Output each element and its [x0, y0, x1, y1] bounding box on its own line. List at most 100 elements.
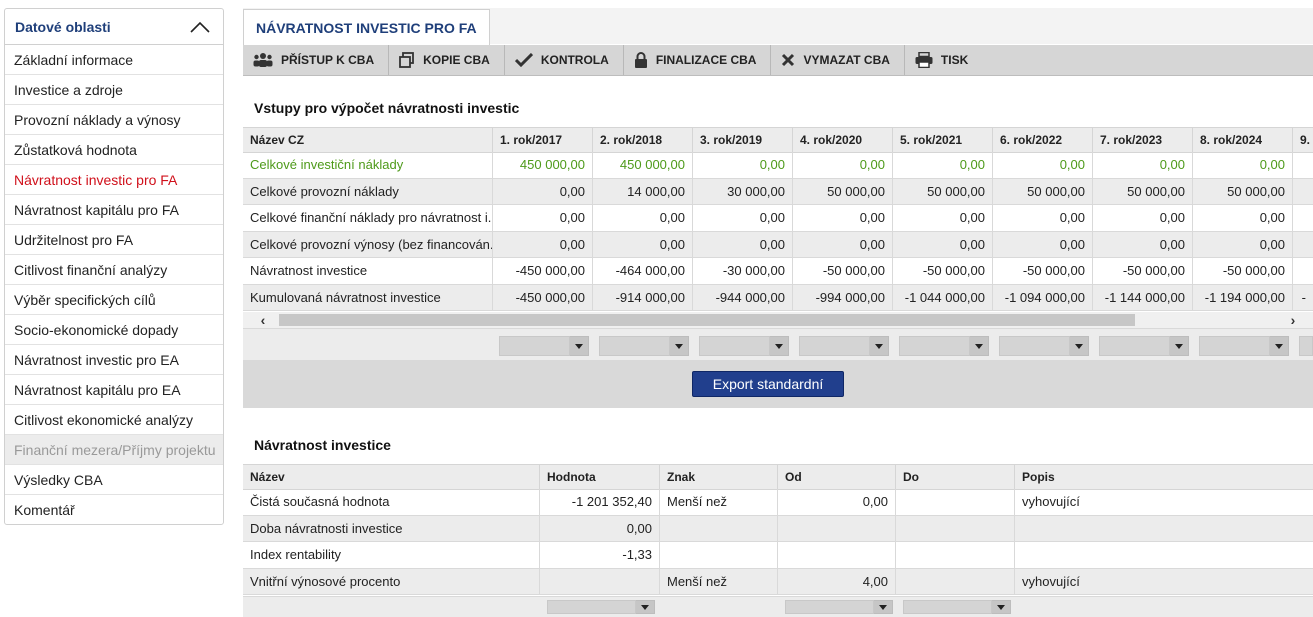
column-header[interactable]: Název CZ [243, 128, 493, 152]
printer-icon [915, 52, 933, 68]
dropdown-arrow-icon[interactable] [1070, 336, 1089, 356]
column-header[interactable]: 9. [1300, 133, 1311, 147]
returns-sign-cell: Menší než [660, 568, 778, 594]
column-header[interactable]: 4. rok/2020 [793, 128, 893, 152]
value-cell: -50 000,00 [793, 258, 893, 284]
tab-bar: NÁVRATNOST INVESTIC PRO FA [243, 8, 1313, 45]
sidebar-item-vysledky-cba[interactable]: Výsledky CBA [5, 465, 223, 495]
dropdown-arrow-icon[interactable] [570, 336, 589, 356]
column-header[interactable]: 2. rok/2018 [593, 128, 693, 152]
inputs-table-row[interactable]: Celkové investiční náklady 450 000,00 450 … [243, 152, 1313, 179]
sidebar-item-investice-a-zdroje[interactable]: Investice a zdroje [5, 75, 223, 105]
column-filter[interactable] [499, 336, 589, 356]
column-header[interactable]: Do [896, 465, 1015, 489]
inputs-table-row[interactable]: Návratnost investice -450 000,00 -464 000,… [243, 258, 1313, 285]
value-cell: 0,00 [693, 205, 793, 231]
copy-cba-button[interactable]: KOPIE CBA [389, 45, 505, 75]
sidebar-item-socio-ekonomicke[interactable]: Socio-ekonomické dopady [5, 315, 223, 345]
column-header[interactable]: Znak [660, 465, 778, 489]
dropdown-arrow-icon[interactable] [970, 336, 989, 356]
dropdown-arrow-icon[interactable] [670, 336, 689, 356]
check-button[interactable]: KONTROLA [505, 45, 624, 75]
toolbar: PŘÍSTUP K CBA KOPIE CBA KONTROLA FINALIZ… [243, 45, 1313, 76]
column-header[interactable]: Hodnota [540, 465, 660, 489]
sidebar-item-zakladni-informace[interactable]: Základní informace [5, 45, 223, 75]
column-filter[interactable] [999, 336, 1089, 356]
returns-table-row[interactable]: Čistá současná hodnota -1 201 352,40 Menší… [243, 489, 1313, 516]
sidebar-item-udrzitelnost-fa[interactable]: Udržitelnost pro FA [5, 225, 223, 255]
horizontal-scrollbar[interactable]: ‹ › [243, 312, 1313, 328]
inputs-table-row[interactable]: Kumulovaná návratnost investice -450 000,… [243, 284, 1313, 311]
column-header[interactable]: 7. rok/2023 [1093, 128, 1193, 152]
column-header[interactable]: 8. rok/2024 [1193, 128, 1293, 152]
returns-table-row[interactable]: Doba návratnosti investice 0,00 [243, 515, 1313, 542]
sidebar-item-navratnost-kapitalu-fa[interactable]: Návratnost kapitálu pro FA [5, 195, 223, 225]
column-filter[interactable] [903, 600, 1011, 614]
column-filter[interactable] [599, 336, 689, 356]
column-header[interactable]: Od [778, 465, 896, 489]
returns-name-cell: Index rentability [243, 542, 540, 568]
returns-table-row[interactable]: Index rentability -1,33 [243, 542, 1313, 569]
column-header[interactable]: Popis [1022, 470, 1055, 484]
sidebar-item-komentar[interactable]: Komentář [14, 501, 75, 518]
print-button[interactable]: TISK [905, 45, 982, 75]
value-cell: -50 000,00 [893, 258, 993, 284]
column-filter[interactable] [799, 336, 889, 356]
sidebar-item-financni-mezera: Finanční mezera/Příjmy projektu [5, 435, 223, 465]
returns-to-cell [896, 515, 1015, 541]
sidebar-header[interactable]: Datové oblasti [5, 9, 223, 45]
column-header[interactable]: Název [243, 465, 540, 489]
scrollbar-thumb[interactable] [279, 314, 1135, 326]
sidebar-item-citlivost-financni[interactable]: Citlivost finanční analýzy [5, 255, 223, 285]
dropdown-arrow-icon[interactable] [992, 600, 1011, 614]
returns-to-cell [896, 568, 1015, 594]
column-filter[interactable] [547, 600, 655, 614]
column-header[interactable]: 5. rok/2021 [893, 128, 993, 152]
column-header[interactable]: 3. rok/2019 [693, 128, 793, 152]
value-cell: 0,00 [793, 205, 893, 231]
column-filter[interactable] [1299, 336, 1313, 356]
finalize-cba-button[interactable]: FINALIZACE CBA [624, 45, 772, 75]
dropdown-arrow-icon[interactable] [1170, 336, 1189, 356]
returns-table-row[interactable]: Vnitřní výnosové procento Menší než 4,00 vy… [243, 568, 1313, 595]
export-standard-button[interactable]: Export standardní [692, 371, 844, 397]
sidebar-item-zustatkova-hodnota[interactable]: Zůstatková hodnota [5, 135, 223, 165]
dropdown-arrow-icon[interactable] [870, 336, 889, 356]
value-cell: 0,00 [893, 152, 993, 178]
column-filter[interactable] [899, 336, 989, 356]
tab-navratnost-investic-fa[interactable]: NÁVRATNOST INVESTIC PRO FA [243, 9, 490, 45]
value-cell: -1 044 000,00 [893, 284, 993, 310]
dropdown-arrow-icon[interactable] [1270, 336, 1289, 356]
value-cell: - [1301, 289, 1306, 305]
sidebar-item-navratnost-investic-ea[interactable]: Návratnost investic pro EA [5, 345, 223, 375]
delete-cba-button[interactable]: VYMAZAT CBA [771, 45, 905, 75]
sidebar-item-navratnost-kapitalu-ea[interactable]: Návratnost kapitálu pro EA [5, 375, 223, 405]
dropdown-arrow-icon[interactable] [770, 336, 789, 356]
value-cell: 450 000,00 [593, 152, 693, 178]
scroll-right-icon[interactable]: › [1290, 312, 1296, 328]
column-filter[interactable] [699, 336, 789, 356]
inputs-table-row[interactable]: Celkové provozní náklady 0,00 14 000,00 30 … [243, 178, 1313, 205]
dropdown-arrow-icon[interactable] [874, 600, 893, 614]
value-cell: 0,00 [893, 231, 993, 257]
sidebar-item-vyber-cilu[interactable]: Výběr specifických cílů [5, 285, 223, 315]
column-header[interactable]: 6. rok/2022 [993, 128, 1093, 152]
access-cba-button[interactable]: PŘÍSTUP K CBA [243, 45, 390, 75]
sidebar: Datové oblasti Základní informace Invest… [4, 8, 224, 525]
value-cell: 0,00 [693, 231, 793, 257]
value-cell [1293, 179, 1313, 205]
inputs-table-row[interactable]: Celkové provozní výnosy (bez financován.… [243, 231, 1313, 258]
value-cell: 0,00 [1093, 152, 1193, 178]
column-filter[interactable] [1099, 336, 1189, 356]
sidebar-item-citlivost-ekonomicke[interactable]: Citlivost ekonomické analýzy [5, 405, 223, 435]
sidebar-item-navratnost-investic-fa[interactable]: Návratnost investic pro FA [5, 165, 223, 195]
dropdown-arrow-icon[interactable] [636, 600, 655, 614]
chevron-up-icon[interactable] [189, 20, 211, 34]
sidebar-item-provozni-naklady[interactable]: Provozní náklady a výnosy [5, 105, 223, 135]
column-filter[interactable] [785, 600, 893, 614]
scroll-left-icon[interactable]: ‹ [260, 312, 266, 328]
column-filter[interactable] [1199, 336, 1289, 356]
value-cell [1293, 152, 1313, 178]
inputs-table-row[interactable]: Celkové finanční náklady pro návratnost … [243, 205, 1313, 232]
column-header[interactable]: 1. rok/2017 [493, 128, 593, 152]
